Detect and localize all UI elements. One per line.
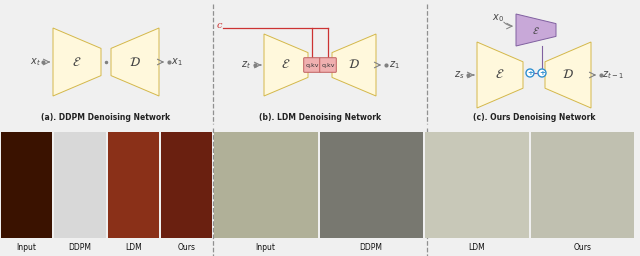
Text: $\mathcal{D}$: $\mathcal{D}$ — [348, 59, 360, 71]
Bar — [425, 132, 529, 238]
Text: DDPM: DDPM — [360, 243, 383, 252]
Polygon shape — [516, 14, 556, 46]
Text: $\mathcal{E}$: $\mathcal{E}$ — [495, 69, 505, 81]
Text: $\mathcal{D}$: $\mathcal{D}$ — [562, 69, 574, 81]
Text: LDM: LDM — [468, 243, 485, 252]
Text: Ours: Ours — [573, 243, 591, 252]
Text: $x_t$: $x_t$ — [29, 56, 40, 68]
Text: $\mathcal{E}$: $\mathcal{E}$ — [532, 25, 540, 36]
Text: q,kv: q,kv — [321, 62, 335, 68]
Polygon shape — [264, 34, 308, 96]
Bar — [531, 132, 634, 238]
Text: $\mathcal{E}$: $\mathcal{E}$ — [72, 56, 82, 69]
Polygon shape — [111, 28, 159, 96]
Text: $z_t$: $z_t$ — [241, 59, 251, 71]
Bar — [108, 132, 159, 238]
Text: +: + — [539, 70, 545, 76]
Text: $\mathcal{D}$: $\mathcal{D}$ — [129, 56, 141, 69]
Text: Input: Input — [256, 243, 276, 252]
Circle shape — [526, 69, 534, 77]
Text: +: + — [527, 70, 533, 76]
Text: (a). DDPM Denoising Network: (a). DDPM Denoising Network — [42, 113, 171, 123]
Text: Ours: Ours — [177, 243, 195, 252]
Circle shape — [538, 69, 546, 77]
Text: (b). LDM Denoising Network: (b). LDM Denoising Network — [259, 113, 381, 123]
Text: $\mathcal{E}$: $\mathcal{E}$ — [281, 59, 291, 71]
Text: $x_1$: $x_1$ — [171, 56, 183, 68]
Text: $z_1$: $z_1$ — [388, 59, 399, 71]
Bar — [214, 132, 317, 238]
Text: $z_s$: $z_s$ — [454, 69, 464, 81]
Text: c: c — [216, 22, 221, 30]
Text: $x_0$: $x_0$ — [492, 12, 504, 24]
Bar — [319, 132, 423, 238]
Text: LDM: LDM — [125, 243, 141, 252]
Text: Input: Input — [17, 243, 36, 252]
Polygon shape — [53, 28, 101, 96]
Polygon shape — [545, 42, 591, 108]
Polygon shape — [332, 34, 376, 96]
Text: q,kv: q,kv — [305, 62, 319, 68]
Text: (c). Ours Denoising Network: (c). Ours Denoising Network — [473, 113, 595, 123]
FancyBboxPatch shape — [320, 58, 336, 72]
Text: $z_{t-1}$: $z_{t-1}$ — [602, 69, 624, 81]
Bar — [54, 132, 106, 238]
Polygon shape — [477, 42, 523, 108]
FancyBboxPatch shape — [304, 58, 320, 72]
Bar — [161, 132, 212, 238]
Bar — [1, 132, 52, 238]
Text: DDPM: DDPM — [68, 243, 92, 252]
